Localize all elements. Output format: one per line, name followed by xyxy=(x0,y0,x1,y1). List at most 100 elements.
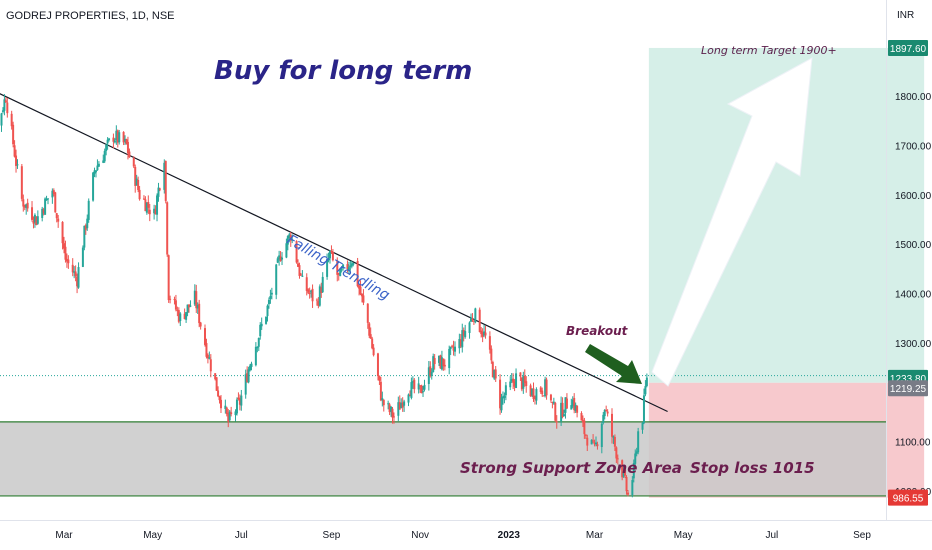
candle[interactable] xyxy=(422,386,425,397)
candle[interactable] xyxy=(12,121,15,148)
candle[interactable] xyxy=(3,94,6,116)
candle[interactable] xyxy=(45,195,48,201)
candle[interactable] xyxy=(337,272,340,281)
candle[interactable] xyxy=(624,466,627,479)
candle[interactable] xyxy=(52,188,55,197)
candle[interactable] xyxy=(645,373,648,388)
candle[interactable] xyxy=(584,433,587,439)
candlestick-series[interactable] xyxy=(0,65,648,498)
candle[interactable] xyxy=(77,262,80,289)
candle[interactable] xyxy=(73,266,76,279)
candle[interactable] xyxy=(164,160,167,204)
candle[interactable] xyxy=(113,138,116,144)
candle[interactable] xyxy=(644,380,647,397)
candle[interactable] xyxy=(581,415,584,427)
candle[interactable] xyxy=(488,331,491,354)
candle[interactable] xyxy=(411,376,414,389)
candle[interactable] xyxy=(112,133,115,149)
candle[interactable] xyxy=(592,434,595,444)
candle[interactable] xyxy=(94,169,97,178)
candle[interactable] xyxy=(400,398,403,409)
candle[interactable] xyxy=(563,409,566,417)
candle[interactable] xyxy=(448,345,451,375)
candle[interactable] xyxy=(442,358,445,371)
candle[interactable] xyxy=(390,405,393,417)
candle[interactable] xyxy=(330,245,333,254)
candle[interactable] xyxy=(320,282,323,298)
candle[interactable] xyxy=(560,396,563,426)
support-zone[interactable] xyxy=(0,421,886,496)
candle[interactable] xyxy=(106,137,109,150)
candle[interactable] xyxy=(512,373,515,390)
candle[interactable] xyxy=(509,376,512,391)
candle[interactable] xyxy=(369,327,372,339)
candle[interactable] xyxy=(214,373,217,381)
candle[interactable] xyxy=(391,406,394,424)
breakout-annotation[interactable]: Breakout xyxy=(566,324,628,338)
candle[interactable] xyxy=(571,396,574,409)
candle[interactable] xyxy=(634,449,637,468)
candle[interactable] xyxy=(311,284,314,308)
candle[interactable] xyxy=(326,253,329,280)
candle[interactable] xyxy=(71,258,74,277)
candle[interactable] xyxy=(522,371,525,394)
candle[interactable] xyxy=(67,255,70,269)
candle[interactable] xyxy=(291,234,294,244)
candle[interactable] xyxy=(635,447,638,457)
candle[interactable] xyxy=(138,185,141,201)
candle[interactable] xyxy=(376,352,379,381)
candle[interactable] xyxy=(183,308,186,320)
candle[interactable] xyxy=(4,97,7,103)
candle[interactable] xyxy=(551,401,554,409)
target-arrow[interactable] xyxy=(651,57,813,387)
candle[interactable] xyxy=(600,421,603,454)
candle[interactable] xyxy=(359,280,362,296)
candle[interactable] xyxy=(234,409,237,422)
candle[interactable] xyxy=(605,405,608,412)
candle[interactable] xyxy=(420,384,423,394)
candle[interactable] xyxy=(451,344,454,348)
candle[interactable] xyxy=(154,205,157,215)
candle[interactable] xyxy=(387,400,390,410)
candle[interactable] xyxy=(382,399,385,412)
candle[interactable] xyxy=(469,313,472,323)
candle[interactable] xyxy=(225,406,228,417)
candle[interactable] xyxy=(542,395,545,397)
candle[interactable] xyxy=(0,112,3,132)
candle[interactable] xyxy=(358,283,361,296)
candle[interactable] xyxy=(632,459,635,483)
candle[interactable] xyxy=(583,417,586,439)
candle[interactable] xyxy=(215,377,218,391)
candle[interactable] xyxy=(167,254,170,303)
candle[interactable] xyxy=(610,408,613,444)
candle[interactable] xyxy=(132,156,135,169)
candle[interactable] xyxy=(616,454,619,465)
candle[interactable] xyxy=(331,248,334,262)
candle[interactable] xyxy=(169,295,172,304)
candle[interactable] xyxy=(35,216,38,226)
candle[interactable] xyxy=(13,140,16,158)
candle[interactable] xyxy=(342,263,345,271)
candle[interactable] xyxy=(423,379,426,392)
candle[interactable] xyxy=(484,325,487,339)
candle[interactable] xyxy=(317,297,320,309)
candle[interactable] xyxy=(126,136,129,160)
candle[interactable] xyxy=(298,262,301,279)
candle[interactable] xyxy=(417,376,420,394)
candle[interactable] xyxy=(401,397,404,412)
candle[interactable] xyxy=(145,202,148,215)
candle[interactable] xyxy=(602,412,605,425)
candle[interactable] xyxy=(310,289,313,298)
candle[interactable] xyxy=(439,354,442,369)
candle[interactable] xyxy=(570,398,573,410)
candle[interactable] xyxy=(297,259,300,267)
candle[interactable] xyxy=(321,272,324,294)
candle[interactable] xyxy=(573,393,576,414)
candle[interactable] xyxy=(544,376,547,398)
candle[interactable] xyxy=(23,204,26,211)
candle[interactable] xyxy=(464,324,467,339)
candle[interactable] xyxy=(105,143,108,156)
candle[interactable] xyxy=(468,321,471,339)
candle[interactable] xyxy=(397,396,400,422)
candle[interactable] xyxy=(379,376,382,402)
